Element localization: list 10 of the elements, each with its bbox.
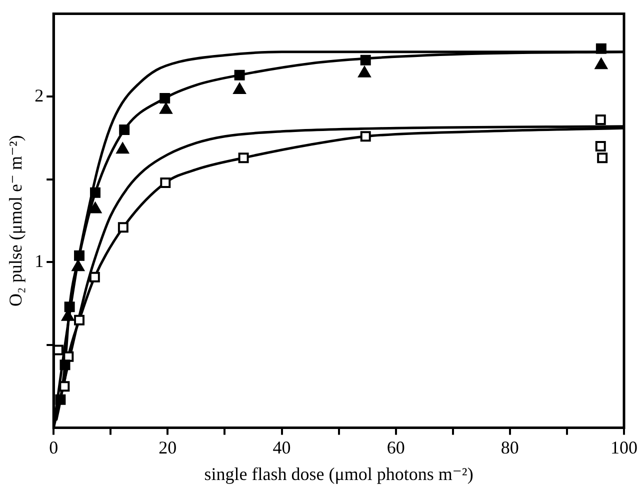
x-tick-label: 60 [386, 437, 405, 458]
y-tick-label: 2 [34, 85, 44, 106]
x-tick-label: 100 [610, 437, 638, 458]
x-tick-label: 40 [272, 437, 291, 458]
x-axis-title: single flash dose (μmol photons m⁻²) [204, 464, 474, 484]
y-tick-label: 1 [34, 250, 44, 271]
x-tick-label: 20 [158, 437, 177, 458]
y-axis-title: O₂ pulse (μmol e⁻ m⁻²) [6, 135, 26, 306]
x-tick-label: 80 [500, 437, 519, 458]
x-tick-label: 0 [49, 437, 58, 458]
